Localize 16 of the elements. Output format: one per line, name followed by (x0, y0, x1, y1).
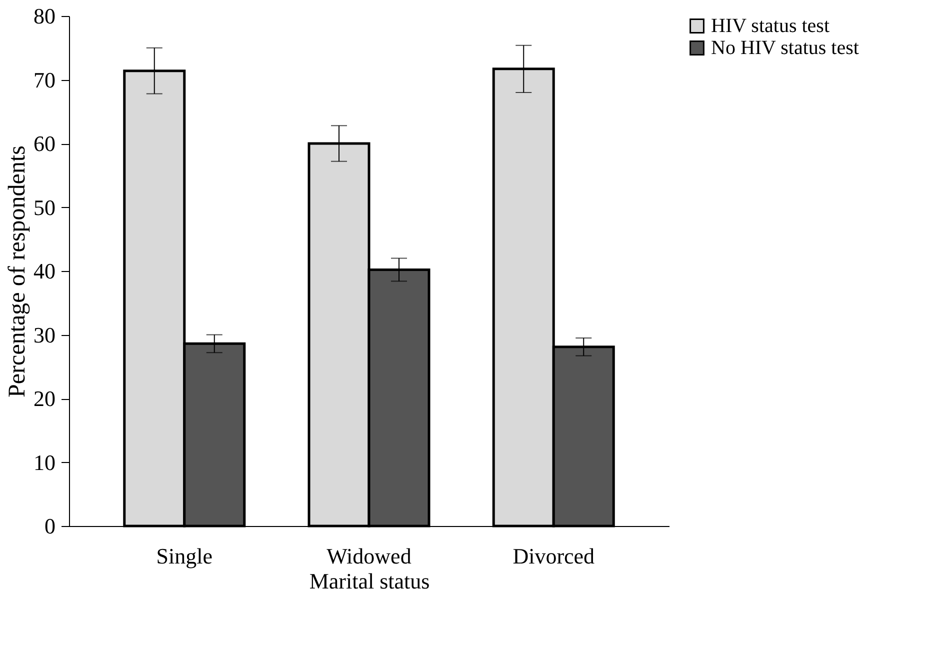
y-tick-label: 10 (34, 450, 56, 475)
y-axis-title: Percentage of respondents (4, 146, 30, 398)
x-tick-label: Single (156, 544, 212, 568)
y-tick-label: 0 (44, 514, 56, 538)
y-tick-label: 50 (34, 194, 56, 220)
y-tick-label: 60 (34, 131, 56, 156)
x-tick-label: Divorced (512, 544, 595, 568)
x-tick-label: Widowed (326, 544, 412, 568)
y-tick-label: 20 (34, 386, 56, 411)
y-tick-label: 40 (34, 258, 56, 284)
y-tick-label: 80 (34, 4, 56, 28)
x-axis-title: Marital status (309, 568, 430, 594)
legend-label: HIV status test (711, 15, 830, 37)
y-tick-label: 70 (34, 67, 56, 92)
legend-label: No HIV status test (711, 37, 860, 59)
y-tick-label: 30 (34, 322, 56, 348)
